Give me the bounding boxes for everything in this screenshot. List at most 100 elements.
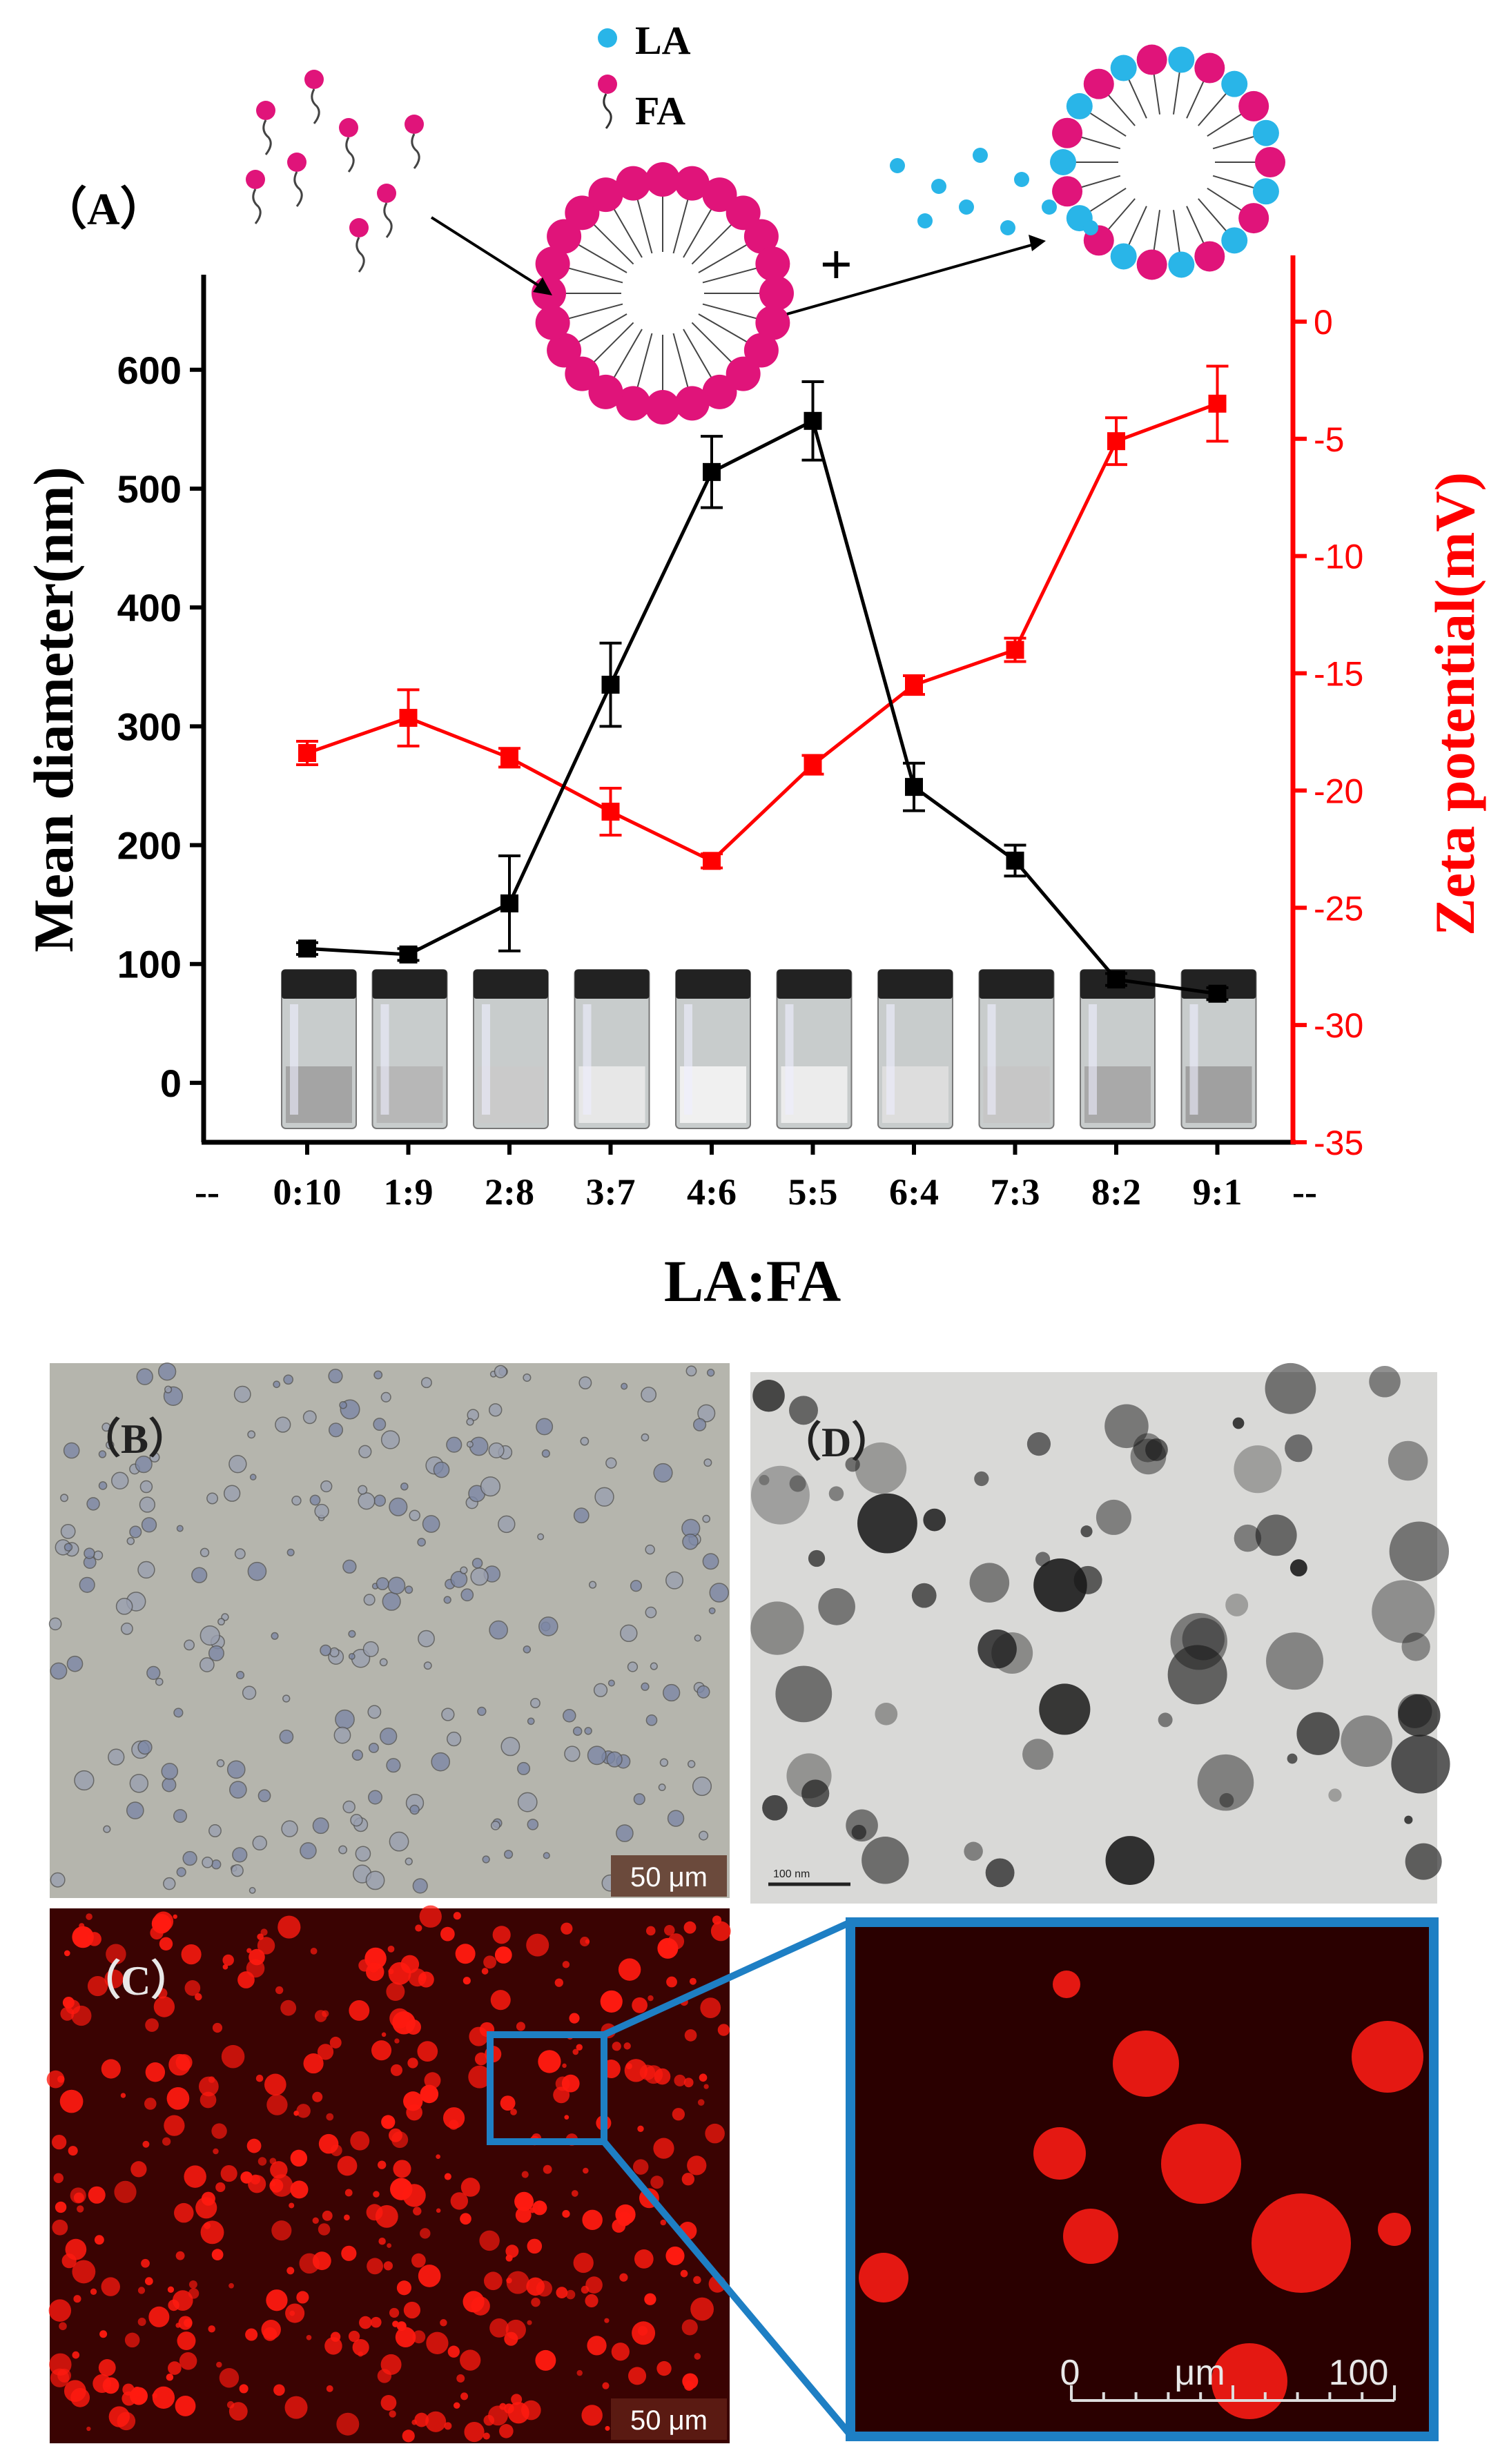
vial-highlight bbox=[583, 1004, 592, 1115]
x-tick-label: -- bbox=[195, 1171, 220, 1213]
particle bbox=[440, 2319, 447, 2327]
particle bbox=[612, 2042, 621, 2051]
particle bbox=[318, 2223, 331, 2236]
particle bbox=[87, 1932, 101, 1946]
particle bbox=[314, 1503, 329, 1519]
particle bbox=[431, 1752, 451, 1772]
particle bbox=[492, 1926, 511, 1944]
particle bbox=[665, 1571, 684, 1590]
particle bbox=[490, 1990, 511, 2011]
particle bbox=[48, 2299, 72, 2322]
particle bbox=[64, 1950, 70, 1957]
particle bbox=[72, 2351, 80, 2359]
diameter-marker bbox=[601, 676, 620, 694]
particle bbox=[220, 2165, 237, 2182]
free-fa-tail bbox=[411, 133, 420, 169]
particle bbox=[289, 2310, 295, 2316]
particle bbox=[523, 1373, 532, 1382]
particle bbox=[137, 1739, 153, 1755]
vesicle-head bbox=[1252, 178, 1279, 205]
particle bbox=[52, 2134, 67, 2150]
particle bbox=[136, 1368, 153, 1385]
particle bbox=[108, 1748, 125, 1766]
particle bbox=[503, 1850, 514, 1859]
particle bbox=[60, 1523, 76, 1539]
fa-head bbox=[726, 195, 761, 231]
particle bbox=[1266, 1632, 1324, 1690]
particle bbox=[488, 1442, 505, 1458]
vesicle-head bbox=[1168, 46, 1195, 73]
diameter-marker bbox=[399, 945, 418, 964]
arrow-2-head bbox=[1029, 235, 1046, 251]
particle bbox=[628, 2367, 647, 2385]
particle bbox=[371, 2040, 392, 2061]
diameter-marker bbox=[1006, 851, 1024, 870]
particle bbox=[471, 1558, 483, 1569]
particle bbox=[239, 2384, 249, 2394]
particle bbox=[414, 2412, 429, 2427]
particle bbox=[302, 1410, 317, 1425]
particle bbox=[405, 1857, 413, 1866]
particle bbox=[632, 2321, 656, 2345]
vial bbox=[574, 969, 650, 1129]
particle bbox=[381, 2032, 387, 2037]
particle bbox=[257, 1937, 275, 1955]
particle bbox=[1352, 2021, 1423, 2093]
particle bbox=[139, 1496, 156, 1513]
particle bbox=[490, 1820, 500, 1830]
la-legend-label: LA bbox=[635, 18, 691, 63]
right-y-axis-title: Zeta potential(mV) bbox=[1423, 472, 1486, 936]
particle bbox=[851, 1824, 867, 1840]
left-y-tick-label: 500 bbox=[117, 467, 182, 511]
particle bbox=[179, 2351, 197, 2370]
particle bbox=[50, 1662, 68, 1680]
particle bbox=[641, 1387, 657, 1403]
fa-head bbox=[645, 162, 680, 197]
particle bbox=[144, 2098, 157, 2110]
left-y-tick-label: 600 bbox=[117, 349, 182, 392]
particle bbox=[750, 1465, 810, 1525]
particle bbox=[93, 2374, 112, 2393]
particle bbox=[1388, 1440, 1428, 1481]
particle bbox=[53, 2173, 64, 2183]
particle bbox=[572, 1726, 583, 1737]
particle bbox=[515, 2207, 532, 2223]
particle bbox=[208, 1645, 224, 1661]
particle bbox=[1328, 1788, 1342, 1802]
particle bbox=[564, 2115, 569, 2120]
particle bbox=[605, 2425, 610, 2431]
particle bbox=[573, 1507, 590, 1524]
left-y-tick-label: 0 bbox=[160, 1062, 182, 1105]
particle bbox=[563, 1709, 576, 1723]
particle bbox=[555, 2076, 570, 2091]
inset-image bbox=[850, 1922, 1434, 2436]
particle bbox=[388, 1968, 394, 1975]
particle bbox=[1285, 1434, 1313, 1463]
particle bbox=[553, 2086, 570, 2104]
particle bbox=[664, 1924, 675, 1936]
particle bbox=[418, 1630, 435, 1647]
right-y-tick-label: -25 bbox=[1314, 889, 1363, 928]
particle bbox=[1265, 1362, 1316, 1414]
vial-highlight bbox=[482, 1004, 490, 1115]
particle bbox=[296, 2104, 311, 2118]
free-fa-tail bbox=[345, 137, 355, 173]
particle bbox=[389, 1497, 408, 1516]
right-y-ticks: 0 -5 -10 -15 -20 -25 -30 -35 bbox=[1293, 303, 1363, 1162]
left-y-ticks: 0 100 200 300 400 500 600 bbox=[117, 349, 204, 1105]
particle bbox=[145, 2062, 166, 2082]
particle bbox=[506, 2271, 529, 2294]
particle bbox=[418, 2265, 441, 2287]
particle bbox=[659, 1758, 669, 1767]
fa-head bbox=[755, 305, 790, 340]
particle bbox=[363, 1594, 376, 1606]
particle bbox=[1170, 1612, 1227, 1670]
particle bbox=[855, 1442, 907, 1494]
particle bbox=[68, 2146, 78, 2156]
particle bbox=[406, 2104, 422, 2121]
particle bbox=[875, 1702, 898, 1725]
particle bbox=[516, 2022, 525, 2031]
free-fa-head bbox=[246, 170, 265, 189]
particle bbox=[219, 2367, 240, 2388]
particle bbox=[94, 2235, 104, 2245]
